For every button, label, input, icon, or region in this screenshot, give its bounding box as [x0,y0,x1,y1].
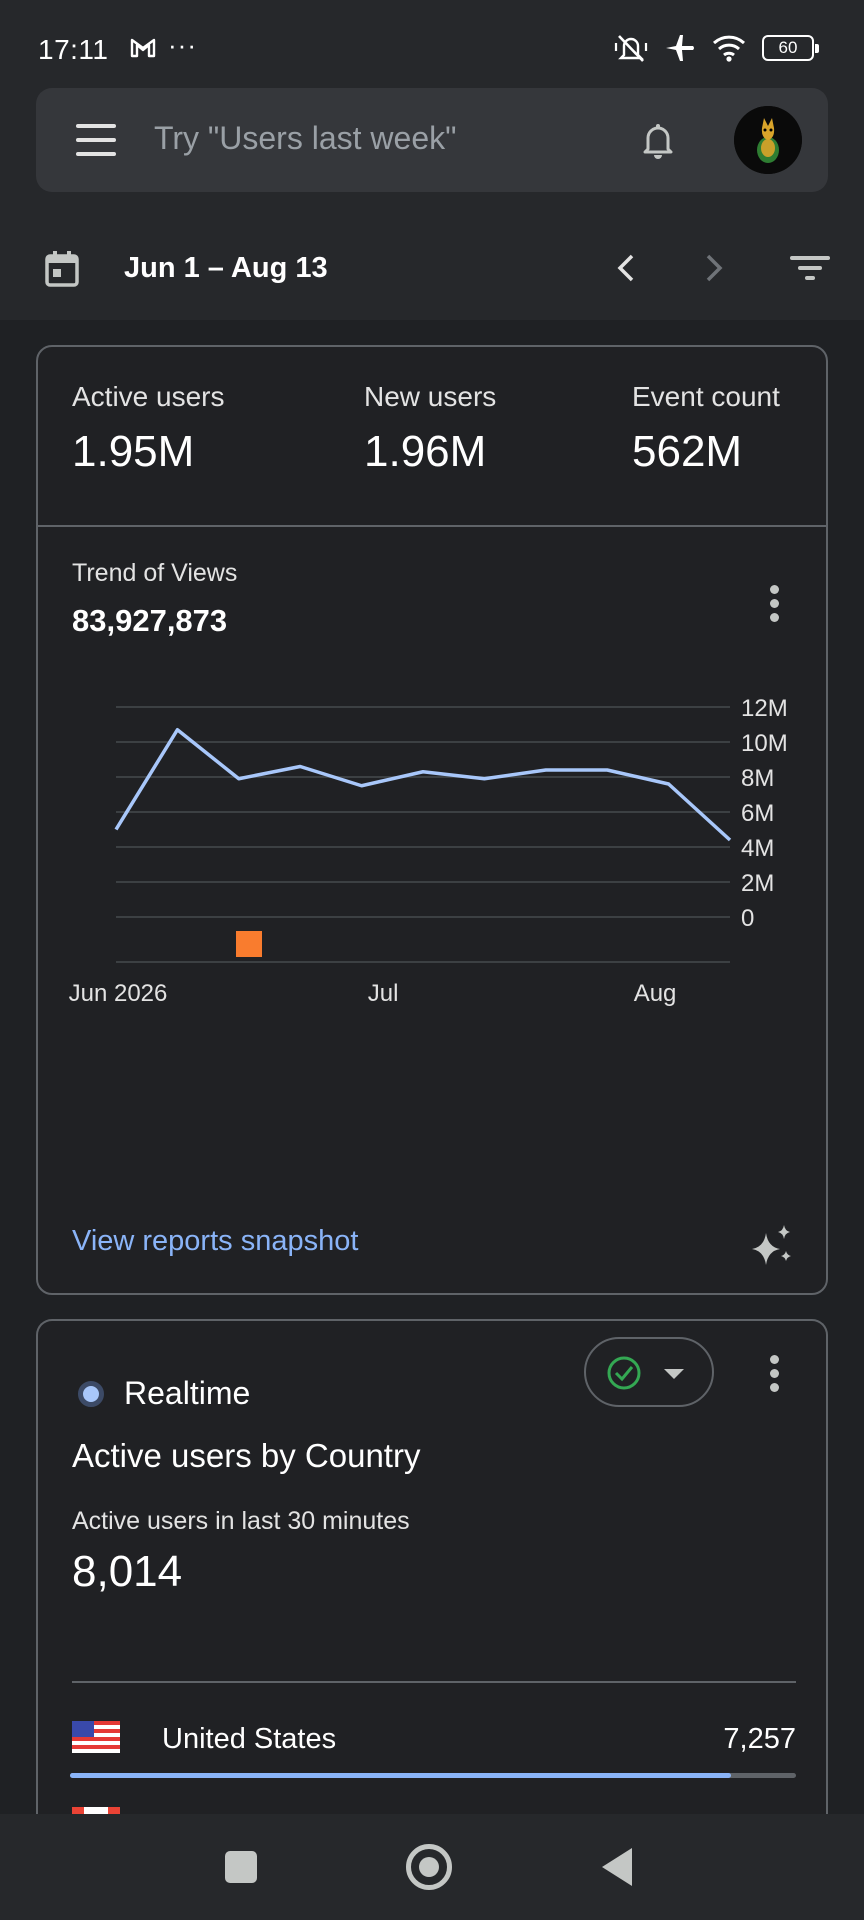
caret-down-icon [664,1369,684,1379]
status-dropdown[interactable] [584,1337,714,1407]
trend-chart: 12M 10M 8M 6M 4M 2M 0 Jun 2026 Jul Aug [69,695,788,1007]
metric-active-users[interactable]: Active users 1.95M [72,381,225,477]
app-header: Try "Users last week" [0,88,864,320]
chevron-right-icon[interactable] [700,248,728,288]
divider [72,1681,796,1683]
metric-value: 1.96M [364,427,487,476]
bell-icon[interactable] [636,118,680,162]
metric-value: 562M [632,427,743,476]
battery-level: 60 [778,38,798,57]
y-tick-label: 0 [741,905,754,932]
view-reports-snapshot-link[interactable]: View reports snapshot [72,1225,359,1257]
country-share-bar [70,1773,796,1778]
country-share-fill [70,1773,731,1778]
search-bar[interactable]: Try "Users last week" [36,88,828,192]
status-time: 17:11 [38,34,109,65]
realtime-count: 8,014 [72,1547,183,1596]
trend-title: Trend of Views [72,559,238,587]
annotation-marker [236,931,262,957]
trend-value: 83,927,873 [72,603,228,638]
recents-button[interactable] [225,1851,257,1883]
metric-label: New users [364,381,497,412]
realtime-indicator-icon [78,1381,104,1407]
status-bar: 17:11 ··· 60 [0,0,864,88]
x-tick-label: Jun 2026 [69,980,168,1007]
check-circle-icon [607,1356,641,1390]
avatar[interactable] [734,106,802,174]
flag-icon [72,1807,120,1817]
metric-label: Event count [632,381,780,412]
avatar-image [734,106,802,174]
status-icons: 60 [614,32,819,64]
x-tick-label: Aug [634,980,677,1007]
x-tick-label: Jul [368,980,399,1007]
mute-vibrate-icon [614,35,648,62]
menu-icon[interactable] [76,124,116,156]
gmail-icon [130,38,156,58]
status-more: ··· [168,30,197,60]
metrics-row: Active users 1.95M New users 1.96M Event… [38,347,826,527]
date-range[interactable]: Jun 1 – Aug 13 [124,252,328,284]
metric-new-users[interactable]: New users 1.96M [364,381,496,477]
system-nav-bar [0,1814,864,1920]
realtime-subtitle: Active users in last 30 minutes [72,1507,410,1535]
more-options-icon[interactable] [768,1355,780,1395]
realtime-title: Active users by Country [72,1437,421,1474]
chevron-left-icon[interactable] [612,248,640,288]
metric-value: 1.95M [72,427,195,476]
y-tick-label: 6M [741,800,774,827]
calendar-icon[interactable] [44,250,80,288]
y-tick-label: 4M [741,835,774,862]
more-options-icon[interactable] [768,585,780,625]
sparkle-icon[interactable] [750,1223,794,1267]
country-row[interactable]: United States 7,257 [72,1711,796,1765]
y-tick-label: 2M [741,870,774,897]
country-name: United States [162,1723,337,1755]
date-range-bar: Jun 1 – Aug 13 [0,228,864,308]
realtime-label: Realtime [124,1375,251,1411]
series-line [114,728,732,842]
home-button[interactable] [406,1844,452,1890]
search-input[interactable]: Try "Users last week" [154,120,457,156]
country-value: 7,257 [723,1723,796,1755]
overview-card: Active users 1.95M New users 1.96M Event… [36,345,828,1295]
battery-icon: 60 [762,35,819,61]
y-tick-label: 10M [741,730,788,757]
airplane-icon [666,35,694,61]
metric-label: Active users [72,381,225,412]
y-tick-label: 12M [741,695,788,722]
filter-icon[interactable] [790,252,830,284]
us-flag-icon [72,1721,120,1753]
y-tick-label: 8M [741,765,774,792]
wifi-icon [712,35,746,62]
metric-event-count[interactable]: Event count 562M [632,381,780,477]
back-button[interactable] [602,1848,632,1886]
